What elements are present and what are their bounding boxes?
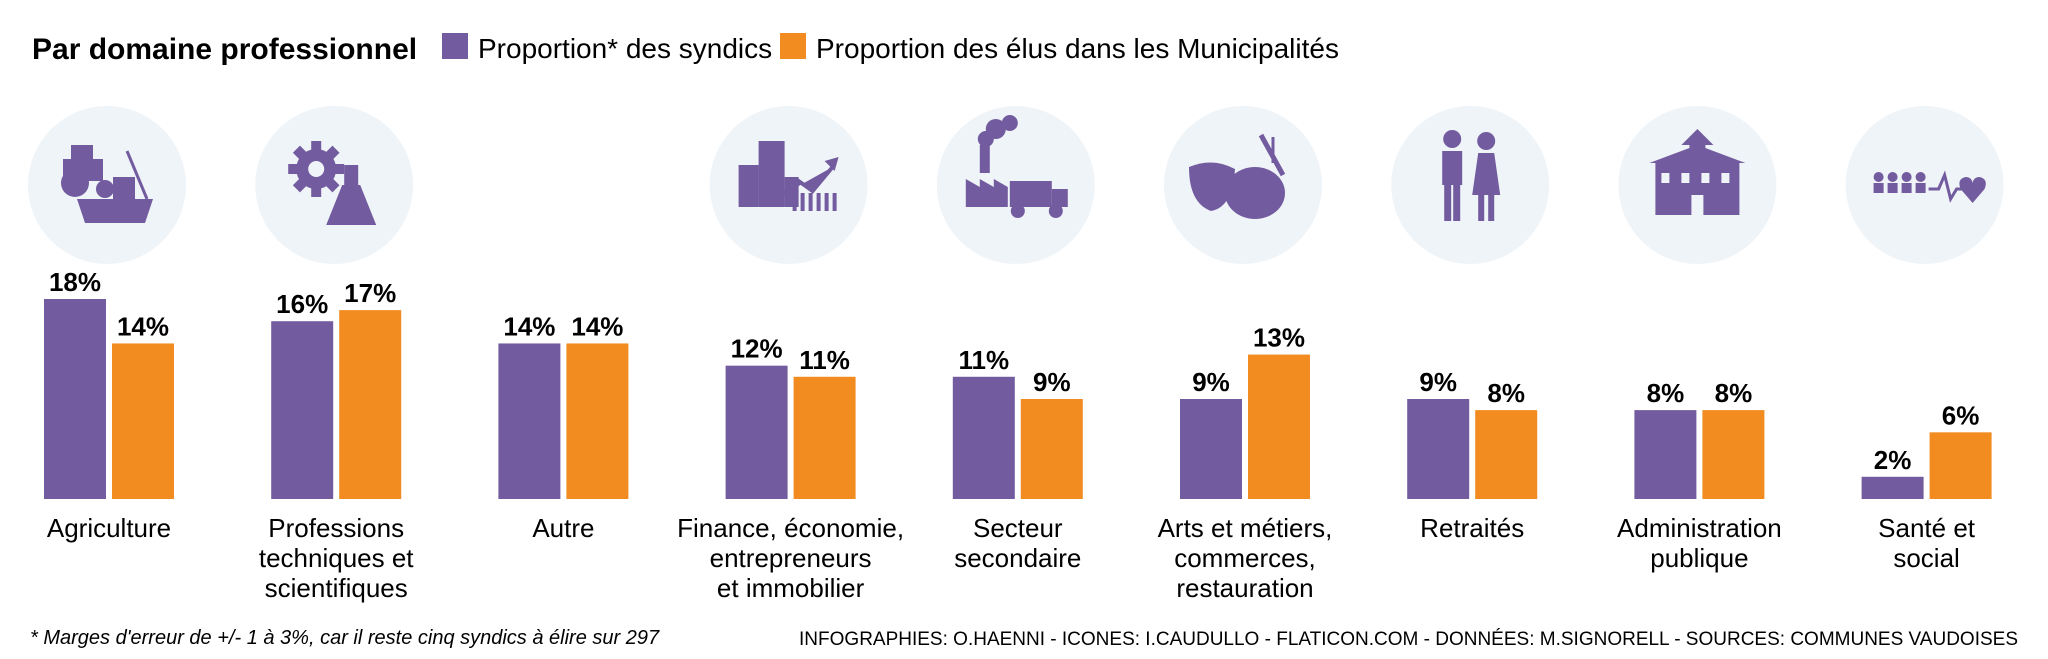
value-label-elus: 14%	[117, 311, 169, 341]
value-label-syndics: 9%	[1192, 367, 1230, 397]
credits: INFOGRAPHIES: O.HAENNI - ICONES: I.CAUDU…	[799, 629, 2018, 650]
bar-syndics	[271, 321, 334, 499]
value-label-elus: 14%	[571, 311, 623, 341]
retired-couple-icon	[1442, 130, 1501, 221]
category-label: Administration publique	[1617, 513, 1782, 573]
bar-elus	[1248, 354, 1310, 499]
value-label-elus: 8%	[1715, 378, 1753, 408]
legend-swatch-syndics	[442, 33, 468, 59]
legend-label-elus: Proportion des élus dans les Municipalit…	[816, 33, 1339, 64]
value-label-syndics: 9%	[1419, 367, 1457, 397]
value-label-syndics: 14%	[503, 311, 555, 341]
footnote: * Marges d'erreur de +/- 1 à 3%, car il …	[30, 627, 660, 649]
value-label-elus: 17%	[344, 278, 396, 308]
legend-label-syndics: Proportion* des syndics	[478, 33, 772, 64]
bar-syndics	[1861, 476, 1924, 499]
bar-elus	[1020, 399, 1083, 499]
category-label: Agriculture	[47, 513, 171, 543]
value-label-elus: 11%	[799, 345, 850, 375]
category-label: Arts et métiers, commerces, restauration	[1158, 513, 1333, 603]
factory-truck-icon	[965, 115, 1068, 218]
bar-syndics	[1180, 399, 1242, 499]
category-group: 9% 13% Arts et métiers, commerces, restaurat…	[1158, 106, 1333, 603]
bar-syndics	[498, 343, 561, 499]
category-label: Finance, économie, entrepreneurs et immobi…	[677, 513, 904, 603]
legend: Proportion* des syndics Proportion des é…	[442, 33, 1339, 64]
category-group: 8% 8% Administration publique	[1617, 106, 1782, 573]
value-label-syndics: 12%	[731, 334, 783, 364]
bar-syndics	[725, 365, 788, 499]
value-label-syndics: 2%	[1874, 445, 1912, 475]
category-group: 11% 9% Secteur secondaire	[936, 106, 1095, 573]
value-label-elus: 9%	[1033, 367, 1071, 397]
theater-masks-palette-icon	[1189, 133, 1286, 219]
value-label-elus: 6%	[1942, 400, 1980, 430]
bar-elus	[793, 376, 856, 499]
bar-syndics	[44, 299, 106, 499]
category-group: 14% 14% Autre	[498, 311, 629, 543]
category-group: 2% 6% Santé et social	[1845, 106, 2004, 573]
bar-elus	[1929, 432, 1992, 499]
value-label-syndics: 18%	[49, 267, 101, 297]
public-building-icon	[1649, 129, 1746, 215]
tractor-boat-icon	[61, 145, 153, 223]
bar-elus	[339, 310, 402, 499]
bar-syndics	[1634, 410, 1697, 499]
category-label: Autre	[532, 513, 594, 543]
category-label: Santé et social	[1878, 513, 1976, 573]
value-label-syndics: 11%	[958, 345, 1009, 375]
buildings-growth-chart-icon	[738, 141, 839, 211]
bar-elus	[1475, 410, 1538, 499]
bar-elus	[1702, 410, 1765, 499]
legend-swatch-elus	[780, 33, 806, 59]
chart-title: Par domaine professionnel	[32, 33, 417, 66]
people-heartbeat-icon	[1873, 170, 1986, 203]
category-label: Secteur secondaire	[954, 513, 1081, 573]
bar-syndics	[1407, 399, 1470, 499]
category-group: 18% 14% Agriculture	[28, 106, 186, 543]
icon-background	[1391, 106, 1550, 264]
value-label-elus: 13%	[1253, 323, 1305, 353]
category-label: Professions techniques et scientifiques	[259, 513, 414, 603]
bar-groups: 18% 14% Agriculture 16% 17% Professions techni…	[28, 106, 2004, 603]
bar-elus	[112, 343, 174, 499]
category-label: Retraités	[1420, 513, 1524, 543]
gear-flask-icon	[288, 141, 377, 225]
category-group: 12% 11% Finance, économie, entrepreneurs et …	[677, 106, 904, 603]
bar-elus	[566, 343, 629, 499]
value-label-syndics: 16%	[276, 289, 328, 319]
category-group: 9% 8% Retraités	[1391, 106, 1550, 543]
bar-syndics	[952, 376, 1015, 499]
category-group: 16% 17% Professions techniques et scientifiq…	[255, 106, 414, 603]
value-label-syndics: 8%	[1647, 378, 1685, 408]
value-label-elus: 8%	[1487, 378, 1525, 408]
